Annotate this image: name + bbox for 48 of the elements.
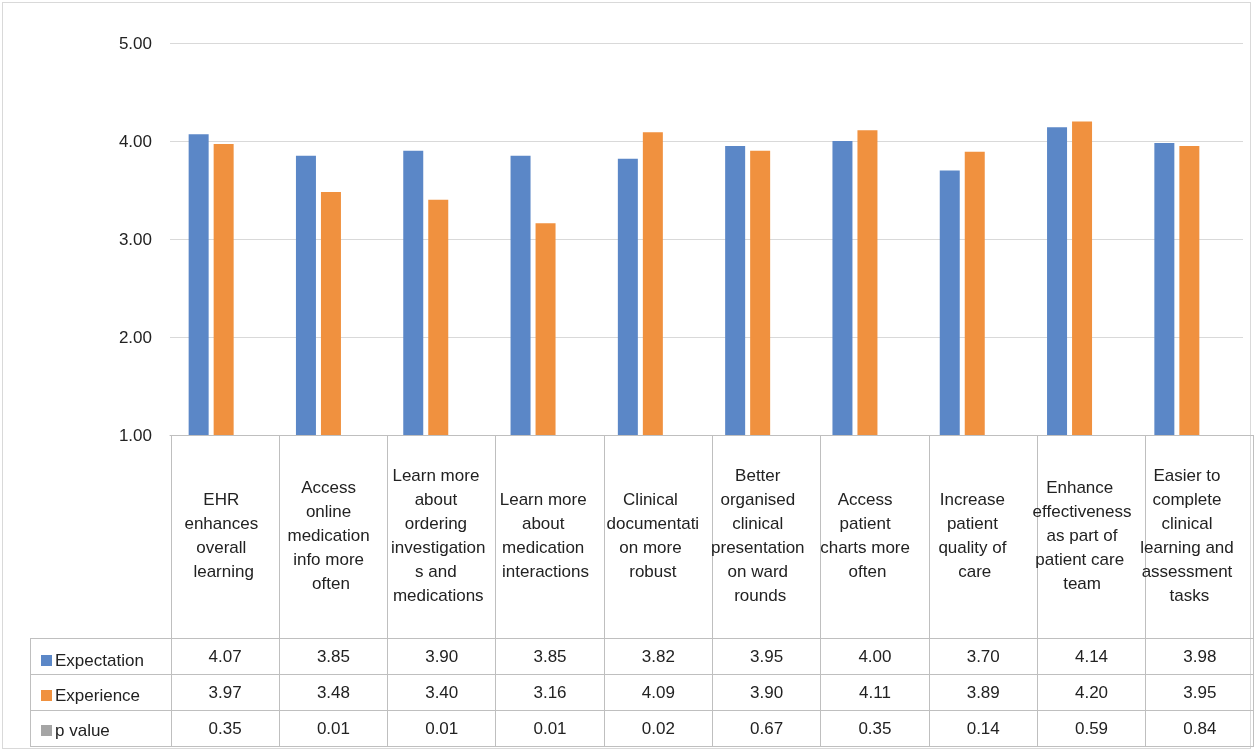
data-label: 3.90 xyxy=(387,638,496,675)
x-tick-label: Access online medication info more often xyxy=(287,477,375,593)
x-tick-label: EHR enhances overall learning xyxy=(184,489,263,581)
legend-label: Expectation xyxy=(55,651,144,670)
data-label: 4.07 xyxy=(171,638,280,675)
x-tick-label: Better organised clinical presentation on ward rounds xyxy=(711,465,810,605)
data-label: 4.20 xyxy=(1037,674,1146,711)
y-tick-label: 3.00 xyxy=(118,229,152,249)
text: 0.01 xyxy=(425,718,459,738)
data-label: 4.09 xyxy=(604,674,713,711)
data-label: 3.70 xyxy=(929,638,1038,675)
data-label: 3.48 xyxy=(279,674,388,711)
data-label: 3.89 xyxy=(929,674,1038,711)
data-label: 3.40 xyxy=(387,674,496,711)
data-label: 3.90 xyxy=(712,674,821,711)
text: 0.02 xyxy=(641,718,675,738)
x-tick-label: Access patient charts more often xyxy=(820,489,915,581)
data-label: 3.85 xyxy=(495,638,605,675)
text: 0.59 xyxy=(1074,718,1109,738)
legend-label: p value xyxy=(55,721,110,740)
x-tick-label: Learn more about medication interactions xyxy=(499,489,592,581)
y-tick-label: 2.00 xyxy=(118,327,152,347)
y-tick-label: 1.00 xyxy=(118,425,152,445)
x-tick-label: Enhance effectiveness as part of patient care team xyxy=(1032,477,1132,593)
data-label: 3.97 xyxy=(171,674,280,711)
data-label: 3.95 xyxy=(712,638,821,675)
text: 0.14 xyxy=(966,718,1000,738)
data-label: 3.95 xyxy=(1145,674,1254,711)
x-tick-label: Learn more about ordering investigations and medications xyxy=(390,465,486,605)
data-label: 4.11 xyxy=(820,674,930,711)
data-label: 3.16 xyxy=(495,674,605,711)
x-tick-label: Easier to complete clinical learning and assessment tasks xyxy=(1140,465,1239,605)
y-tick-label: 4.00 xyxy=(118,131,152,151)
text: 0.01 xyxy=(533,718,567,738)
legend-label: Experience xyxy=(55,686,141,705)
x-tick-label: Increase patient quality of care xyxy=(938,489,1012,581)
data-label: 3.85 xyxy=(279,638,388,675)
data-label: 4.14 xyxy=(1037,638,1146,675)
data-label: 3.82 xyxy=(604,638,713,675)
text: 0.35 xyxy=(208,718,242,738)
data-label: 4.00 xyxy=(820,638,930,675)
y-tick-label: 5.00 xyxy=(118,33,152,53)
data-label: 3.98 xyxy=(1145,638,1254,675)
text: 0.84 xyxy=(1183,718,1217,738)
text: 0.35 xyxy=(858,718,892,738)
x-tick-label: Clinical documentation more robust xyxy=(606,489,700,581)
text: 0.67 xyxy=(750,718,784,738)
text: 0.01 xyxy=(316,718,350,738)
